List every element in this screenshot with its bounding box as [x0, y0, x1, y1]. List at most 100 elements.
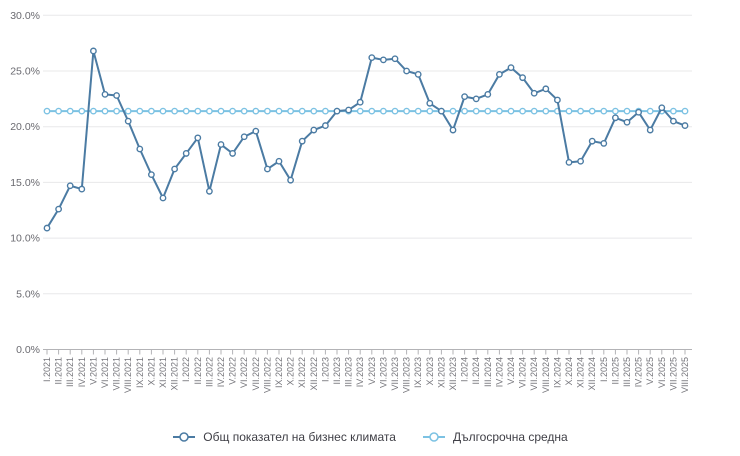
- data-point-marker[interactable]: [217, 141, 225, 148]
- data-point-marker[interactable]: [298, 137, 306, 145]
- average-marker[interactable]: [205, 107, 213, 115]
- average-marker[interactable]: [101, 107, 109, 115]
- data-point-marker[interactable]: [554, 96, 561, 104]
- data-point-marker[interactable]: [66, 182, 74, 190]
- average-marker[interactable]: [379, 107, 387, 115]
- average-marker[interactable]: [229, 107, 237, 115]
- data-point-marker[interactable]: [55, 205, 62, 213]
- data-point-marker[interactable]: [136, 145, 144, 153]
- average-marker[interactable]: [66, 107, 74, 115]
- data-point-marker[interactable]: [43, 224, 51, 232]
- average-marker[interactable]: [670, 107, 677, 115]
- average-marker[interactable]: [681, 107, 689, 115]
- data-point-marker[interactable]: [600, 140, 608, 147]
- average-marker[interactable]: [147, 107, 155, 115]
- average-marker[interactable]: [403, 107, 410, 115]
- data-point-marker[interactable]: [368, 54, 376, 62]
- average-marker[interactable]: [577, 107, 584, 115]
- data-point-marker[interactable]: [124, 117, 132, 125]
- average-marker[interactable]: [461, 107, 468, 115]
- average-marker[interactable]: [391, 107, 399, 115]
- data-point-marker[interactable]: [623, 118, 631, 126]
- data-point-marker[interactable]: [113, 92, 121, 99]
- data-point-marker[interactable]: [275, 157, 283, 165]
- data-point-marker[interactable]: [205, 187, 213, 195]
- data-point-marker[interactable]: [159, 194, 167, 202]
- data-point-marker[interactable]: [240, 133, 248, 141]
- average-marker[interactable]: [217, 107, 225, 115]
- average-marker[interactable]: [472, 107, 480, 115]
- average-marker[interactable]: [495, 107, 503, 115]
- data-point-marker[interactable]: [345, 106, 352, 114]
- average-marker[interactable]: [136, 107, 144, 115]
- data-point-marker[interactable]: [646, 126, 654, 134]
- average-marker[interactable]: [287, 107, 294, 115]
- data-point-marker[interactable]: [530, 89, 538, 97]
- data-point-marker[interactable]: [565, 158, 573, 166]
- average-marker[interactable]: [321, 107, 329, 115]
- data-point-marker[interactable]: [437, 107, 445, 115]
- average-marker[interactable]: [646, 107, 654, 115]
- average-marker[interactable]: [542, 107, 550, 115]
- data-point-marker[interactable]: [147, 171, 155, 179]
- data-point-marker[interactable]: [495, 70, 503, 78]
- legend-item-long-term-average[interactable]: Дългосрочна средна: [422, 430, 568, 444]
- data-point-marker[interactable]: [101, 90, 109, 98]
- data-point-marker[interactable]: [263, 165, 271, 173]
- data-point-marker[interactable]: [379, 56, 387, 64]
- average-marker[interactable]: [263, 107, 271, 115]
- data-point-marker[interactable]: [78, 185, 86, 193]
- data-point-marker[interactable]: [194, 134, 202, 142]
- data-point-marker[interactable]: [507, 64, 515, 72]
- data-point-marker[interactable]: [681, 122, 689, 129]
- data-point-marker[interactable]: [461, 93, 468, 101]
- average-marker[interactable]: [565, 107, 573, 115]
- average-marker[interactable]: [600, 107, 608, 115]
- data-point-marker[interactable]: [310, 126, 318, 134]
- average-marker[interactable]: [78, 107, 86, 115]
- average-marker[interactable]: [414, 107, 422, 115]
- average-marker[interactable]: [90, 107, 97, 115]
- data-point-marker[interactable]: [588, 137, 596, 145]
- data-point-marker[interactable]: [484, 90, 492, 98]
- average-marker[interactable]: [623, 107, 631, 115]
- average-marker[interactable]: [426, 107, 434, 115]
- average-marker[interactable]: [124, 107, 132, 115]
- average-marker[interactable]: [484, 107, 492, 115]
- average-marker[interactable]: [275, 107, 283, 115]
- average-marker[interactable]: [519, 107, 526, 115]
- data-point-marker[interactable]: [391, 55, 399, 63]
- average-marker[interactable]: [159, 107, 167, 115]
- data-point-marker[interactable]: [90, 47, 97, 55]
- data-point-marker[interactable]: [542, 85, 550, 93]
- average-marker[interactable]: [55, 107, 62, 115]
- data-point-marker[interactable]: [426, 99, 434, 107]
- data-point-marker[interactable]: [333, 107, 341, 115]
- average-marker[interactable]: [310, 107, 318, 115]
- data-point-marker[interactable]: [252, 127, 260, 135]
- data-point-marker[interactable]: [472, 95, 480, 103]
- average-marker[interactable]: [612, 107, 619, 115]
- data-point-marker[interactable]: [635, 108, 642, 116]
- data-point-marker[interactable]: [449, 126, 457, 134]
- average-marker[interactable]: [356, 107, 364, 115]
- data-point-marker[interactable]: [414, 70, 422, 78]
- data-point-marker[interactable]: [403, 67, 410, 75]
- average-marker[interactable]: [449, 107, 457, 115]
- average-marker[interactable]: [588, 107, 596, 115]
- data-point-marker[interactable]: [670, 117, 677, 125]
- data-point-marker[interactable]: [171, 165, 179, 173]
- data-point-marker[interactable]: [577, 157, 584, 165]
- data-point-marker[interactable]: [658, 104, 666, 112]
- average-marker[interactable]: [240, 107, 248, 115]
- average-marker[interactable]: [194, 107, 202, 115]
- average-marker[interactable]: [43, 107, 51, 115]
- average-marker[interactable]: [507, 107, 515, 115]
- data-point-marker[interactable]: [182, 150, 190, 157]
- data-point-marker[interactable]: [229, 150, 237, 157]
- legend-item-overall-indicator[interactable]: Общ показател на бизнес климата: [172, 430, 396, 444]
- average-marker[interactable]: [113, 107, 121, 115]
- data-point-marker[interactable]: [356, 98, 364, 106]
- average-marker[interactable]: [182, 107, 190, 115]
- average-marker[interactable]: [530, 107, 538, 115]
